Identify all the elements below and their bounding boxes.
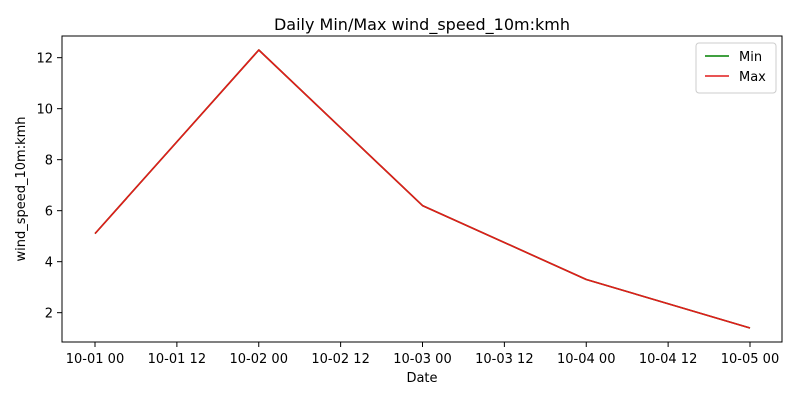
series-line-max: [94, 49, 751, 329]
series-line-min: [94, 49, 751, 329]
x-tick-label: 10-04 12: [639, 352, 697, 367]
y-tick-label: 10: [36, 103, 53, 118]
x-tick-label: 10-03 12: [475, 352, 533, 367]
x-axis: 10-01 00 10-01 12 10-02 00 10-02 12 10-03 00…: [66, 342, 779, 367]
y-axis-title: wind_speed_10m:kmh: [14, 116, 29, 261]
y-tick-label: 2: [45, 307, 53, 322]
legend-box: [695, 42, 777, 94]
series-lines: [94, 49, 751, 329]
y-tick-label: 4: [45, 256, 53, 271]
x-tick-label: 10-02 00: [230, 352, 288, 367]
plot-frame: [61, 35, 783, 343]
y-axis: 2 4 6 8 10 12: [36, 52, 62, 322]
legend-label-min: Min: [739, 50, 762, 65]
y-tick-label: 8: [45, 154, 53, 169]
x-tick-label: 10-03 00: [393, 352, 451, 367]
x-axis-title: Date: [406, 371, 437, 386]
legend-label-max: Max: [739, 70, 766, 85]
x-tick-label: 10-02 12: [311, 352, 369, 367]
y-tick-label: 6: [45, 205, 53, 220]
x-tick-label: 10-05 00: [721, 352, 779, 367]
x-tick-label: 10-04 00: [557, 352, 615, 367]
x-tick-label: 10-01 12: [148, 352, 206, 367]
chart-title: Daily Min/Max wind_speed_10m:kmh: [274, 15, 570, 35]
x-tick-label: 10-01 00: [66, 352, 124, 367]
legend: Min Max: [695, 42, 777, 94]
y-tick-label: 12: [36, 52, 53, 67]
